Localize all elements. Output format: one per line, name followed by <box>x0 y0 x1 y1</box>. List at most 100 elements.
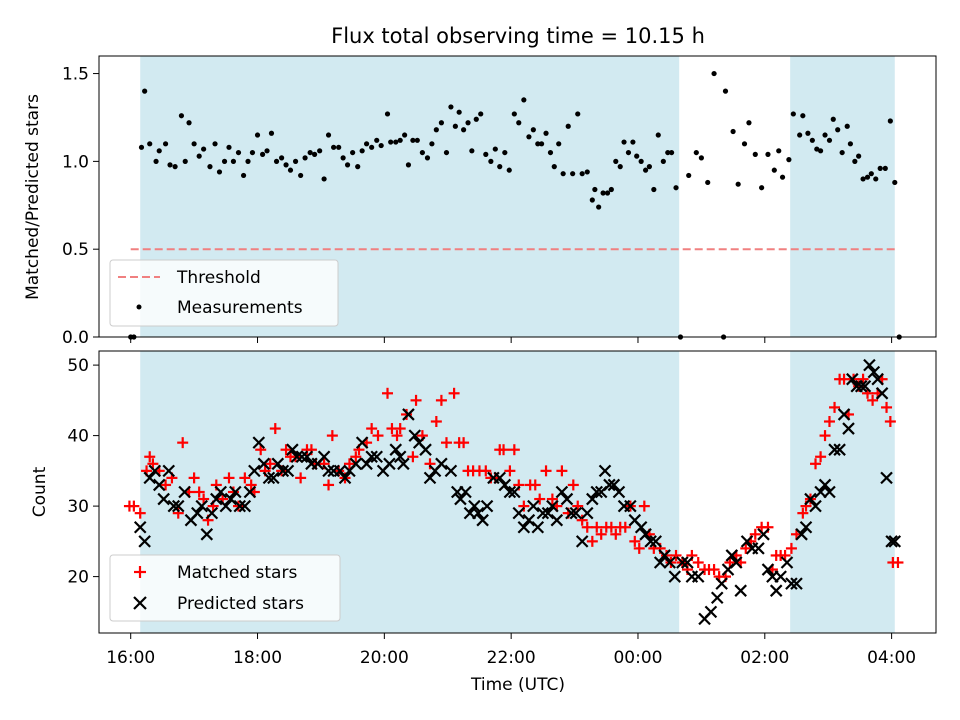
measurements-legend-swatch <box>136 304 142 310</box>
bottom-panel: 20 30 40 50 16:00 18:00 20:00 22:00 00:00 02:00 0… <box>30 350 937 695</box>
measurement-point <box>186 120 192 126</box>
predicted-star-point <box>681 556 694 569</box>
measurement-point <box>570 171 576 177</box>
measurement-point <box>279 155 285 161</box>
measurement-point <box>196 153 202 159</box>
predicted-star-point <box>133 520 147 534</box>
measurement-point <box>201 146 207 152</box>
measurement-point <box>344 162 351 168</box>
predicted-star-point <box>517 520 531 534</box>
predicted-star-point <box>152 478 166 492</box>
measurement-point <box>240 172 247 179</box>
measurement-point <box>461 127 467 133</box>
measurement-point <box>331 144 337 150</box>
measurement-point <box>142 88 148 94</box>
predicted-star-point <box>419 443 432 456</box>
measurement-point <box>369 144 375 150</box>
measurement-point <box>800 113 806 119</box>
matched-star-point <box>591 521 603 533</box>
predicted-star-point <box>774 570 787 583</box>
measurement-point <box>172 164 178 170</box>
measurement-point <box>722 88 729 94</box>
predicted-star-point <box>598 464 612 478</box>
matched-star-point <box>619 521 631 533</box>
matched-star-point <box>144 451 156 463</box>
measurement-point <box>384 111 391 117</box>
measurement-point <box>556 141 562 147</box>
measurement-point <box>752 151 758 157</box>
measurement-point <box>153 158 159 164</box>
matched-star-point <box>586 535 598 547</box>
measurements-legend-label: Measurements <box>177 298 303 318</box>
measurement-point <box>547 149 554 156</box>
predicted-star-point <box>229 485 242 499</box>
y-tick-label: 0.5 <box>62 240 89 260</box>
predicted-star-point <box>575 535 589 548</box>
measurement-point <box>307 149 313 156</box>
measurement-point <box>771 167 777 173</box>
measurement-point <box>292 158 299 164</box>
measurement-point <box>613 158 619 164</box>
y-tick-label: 1.0 <box>62 152 89 172</box>
predicted-star-point <box>833 443 846 456</box>
predicted-star-point <box>257 457 271 471</box>
top-y-axis-label: Matched/Predicted stars <box>23 94 43 300</box>
measurement-point <box>830 116 836 122</box>
bottom-axes-frame <box>98 350 937 634</box>
predicted-star-point <box>503 485 517 499</box>
measurement-point <box>273 158 280 164</box>
measurement-point <box>465 120 471 126</box>
predicted-star-point <box>383 457 396 471</box>
predicted-star-point <box>243 485 257 499</box>
measurement-point <box>424 155 431 161</box>
measurement-point <box>535 141 541 147</box>
predicted-star-point <box>480 499 494 513</box>
matched-star-point <box>326 430 338 442</box>
matched-star-point <box>838 373 850 385</box>
matched-star-point <box>633 542 645 554</box>
top-y-ticks: 0.0 0.5 1.0 1.5 <box>62 65 99 348</box>
y-tick-label: 50 <box>67 356 89 376</box>
predicted-star-point <box>867 365 881 379</box>
chart-title: Flux total observing time = 10.15 h <box>331 24 705 48</box>
measurement-point <box>711 70 717 77</box>
matched-star-point <box>595 528 607 540</box>
predicted-star-point <box>603 478 616 492</box>
measurement-point <box>877 165 883 171</box>
matched-star-point <box>670 549 682 561</box>
predicted-star-point <box>541 506 555 520</box>
matched-star-point <box>815 451 827 463</box>
matched-star-point <box>576 514 588 526</box>
predicted-star-point <box>276 464 290 478</box>
matched-star-point <box>366 423 378 435</box>
matched-star-point <box>819 430 831 442</box>
predicted-star-point <box>248 464 261 478</box>
measurement-point <box>235 149 242 156</box>
measurement-point <box>191 141 197 147</box>
measurement-point <box>311 151 318 157</box>
measurement-point <box>873 176 879 182</box>
measurement-point <box>625 149 632 156</box>
matched-star-point <box>749 528 761 540</box>
bottom-x-ticks: 16:00 18:00 20:00 22:00 00:00 02:00 04:00 <box>106 633 916 668</box>
measurement-point <box>638 158 644 164</box>
measurement-point <box>374 137 380 143</box>
measurement-point <box>864 174 871 180</box>
predicted-star-point <box>338 471 352 485</box>
measurement-point <box>730 128 736 135</box>
matched-star-point <box>884 416 896 427</box>
matched-star-point <box>193 486 205 498</box>
predicted-star-point <box>644 535 657 548</box>
measurement-point <box>860 176 866 182</box>
measurement-point <box>452 123 458 129</box>
predicted-star-point <box>191 506 204 520</box>
measurement-point <box>521 97 527 103</box>
predicted-star-point <box>624 499 637 513</box>
measurement-point <box>565 123 571 129</box>
measurement-point <box>147 141 153 147</box>
measurement-point <box>852 158 858 164</box>
measurement-point <box>776 148 782 154</box>
measurement-point <box>741 141 748 147</box>
matched-star-point <box>430 416 442 427</box>
